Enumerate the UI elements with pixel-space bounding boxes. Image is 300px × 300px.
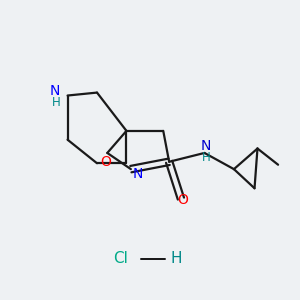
Text: O: O: [100, 155, 111, 170]
Text: H: H: [51, 96, 60, 110]
Text: N: N: [50, 84, 60, 98]
Text: N: N: [133, 167, 143, 182]
Text: O: O: [177, 193, 188, 207]
Text: Cl: Cl: [113, 251, 128, 266]
Text: H: H: [202, 151, 210, 164]
Text: N: N: [201, 139, 211, 153]
Text: H: H: [171, 251, 182, 266]
